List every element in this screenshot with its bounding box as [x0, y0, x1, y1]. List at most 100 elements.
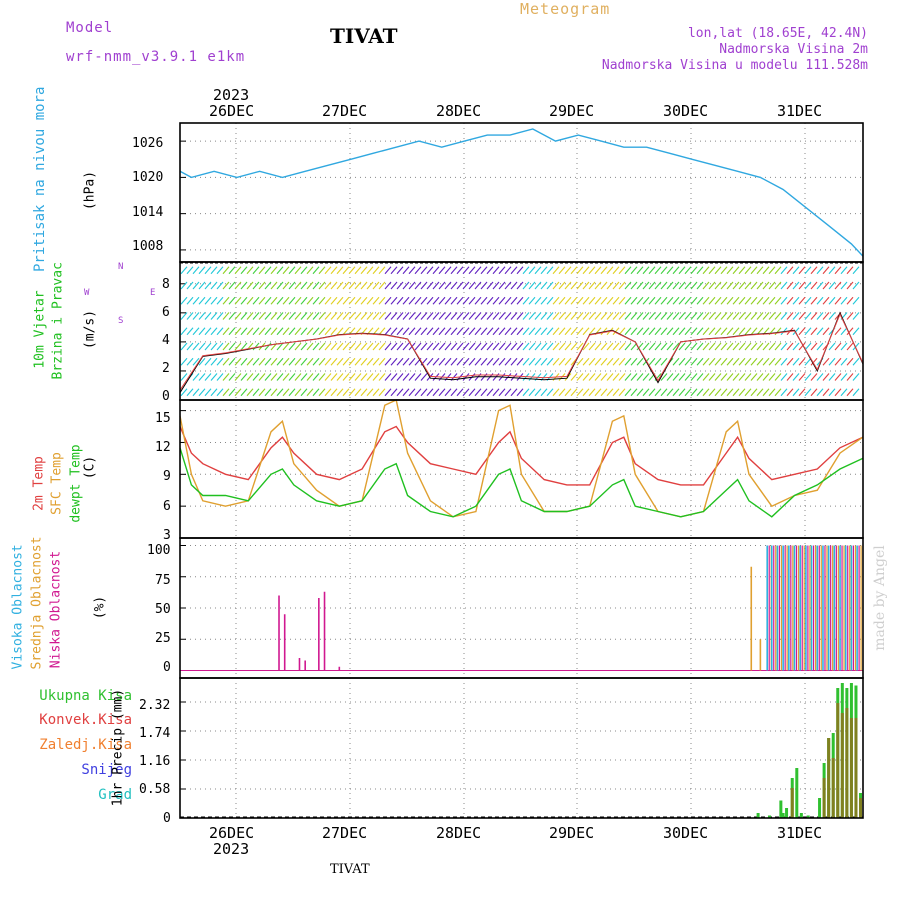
- wind-barb: [552, 296, 560, 305]
- wind-barb: [378, 342, 386, 351]
- wind-barb: [732, 342, 740, 351]
- wind-barb: [396, 266, 404, 275]
- wind-barb: [390, 312, 398, 320]
- wind-barb: [588, 357, 596, 366]
- wind-barb: [432, 357, 440, 366]
- precip-total-bar: [767, 815, 771, 818]
- wind-barb: [552, 266, 560, 275]
- wind-barb: [780, 312, 788, 320]
- precip-total-bar: [806, 815, 810, 818]
- wind-barb: [828, 266, 836, 275]
- wind-barb: [210, 266, 218, 275]
- wind-barb: [192, 281, 200, 290]
- wind-barb: [714, 312, 722, 320]
- wind-barb: [486, 266, 494, 275]
- wind-barb: [348, 312, 356, 320]
- precip-conv-bar: [822, 778, 826, 818]
- wind-barb: [588, 388, 596, 397]
- wind-barb: [228, 357, 236, 366]
- wind-barb: [480, 342, 488, 351]
- wind-barb: [624, 373, 632, 381]
- wind-barb: [276, 312, 284, 320]
- wind-barb: [186, 357, 194, 366]
- wind-barb: [402, 327, 410, 336]
- wind-barb: [570, 296, 578, 305]
- wind-barb: [360, 342, 368, 351]
- cloud-tick-label: 0: [163, 660, 171, 675]
- wind-barb: [708, 388, 716, 397]
- wind-barb: [276, 327, 284, 336]
- wind-barb: [420, 327, 428, 336]
- wind-barb: [624, 342, 632, 351]
- wind-barb: [336, 327, 344, 336]
- wind-barb: [366, 373, 374, 381]
- wind-barb: [516, 281, 524, 290]
- wind-barb: [624, 327, 632, 336]
- wind-barb: [324, 388, 332, 397]
- wind-barb: [282, 296, 290, 305]
- wind-barb: [594, 373, 602, 381]
- wind-barb: [324, 281, 332, 290]
- wind-barb: [552, 342, 560, 351]
- wind-barb: [540, 266, 548, 275]
- wind-barb: [414, 327, 422, 336]
- wind-barb: [450, 327, 458, 336]
- wind-barb: [756, 373, 764, 381]
- wind-barb: [186, 388, 194, 397]
- wind-barb: [792, 342, 800, 351]
- wind-barb: [384, 327, 392, 336]
- wind-barb: [486, 342, 494, 351]
- wind-barb: [630, 357, 638, 366]
- wind-barb: [372, 342, 380, 351]
- wind-barb: [246, 327, 254, 336]
- wind-barb: [330, 281, 338, 290]
- precip-conv-bar: [845, 708, 849, 818]
- wind-barb: [468, 388, 476, 397]
- day-label-top: 31DEC: [777, 102, 823, 120]
- wind-barb: [408, 312, 416, 320]
- wind-barb: [504, 342, 512, 351]
- wind-barb: [246, 388, 254, 397]
- wind-barb: [474, 388, 482, 397]
- wind-barb: [630, 281, 638, 290]
- wind-barb: [204, 266, 212, 275]
- model-altitude-info: Nadmorska Visina u modelu 111.528m: [601, 58, 868, 73]
- wind-barb: [510, 388, 518, 397]
- wind-barb: [720, 266, 728, 275]
- temp-2m-line: [179, 425, 864, 486]
- wind-barb: [360, 296, 368, 305]
- wind-barb: [192, 266, 200, 275]
- wind-barb: [384, 388, 392, 397]
- wind-barb: [534, 312, 542, 320]
- lonlat-info: lon,lat (18.65E, 42.4N): [687, 26, 868, 41]
- wind-barb: [648, 266, 656, 275]
- wind-barb: [288, 312, 296, 320]
- wind-barb: [546, 342, 554, 351]
- cloud-tick-label: 50: [155, 602, 171, 617]
- wind-barb: [498, 327, 506, 336]
- wind-barb: [300, 296, 308, 305]
- wind-barb: [852, 281, 860, 290]
- wind-barb: [606, 357, 614, 366]
- wind-barb: [354, 312, 362, 320]
- wind-barb: [600, 296, 608, 305]
- wind-barb: [276, 388, 284, 397]
- wind-barb: [360, 373, 368, 381]
- wind-barb: [636, 388, 644, 397]
- wind-barb: [486, 327, 494, 336]
- wind-barb: [288, 357, 296, 366]
- wind-barb: [384, 312, 392, 320]
- wind-barb: [366, 357, 374, 366]
- wind-barb: [630, 266, 638, 275]
- wind-barb: [750, 312, 758, 320]
- wind-barb: [594, 281, 602, 290]
- wind-barb: [654, 342, 662, 351]
- wind-barb: [396, 296, 404, 305]
- wind-barb: [852, 357, 860, 366]
- wind-barb: [534, 296, 542, 305]
- wind-barb: [792, 373, 800, 381]
- wind-barb: [492, 281, 500, 290]
- wind-barb: [216, 327, 224, 336]
- wind-barb: [642, 388, 650, 397]
- wind-barb: [516, 388, 524, 397]
